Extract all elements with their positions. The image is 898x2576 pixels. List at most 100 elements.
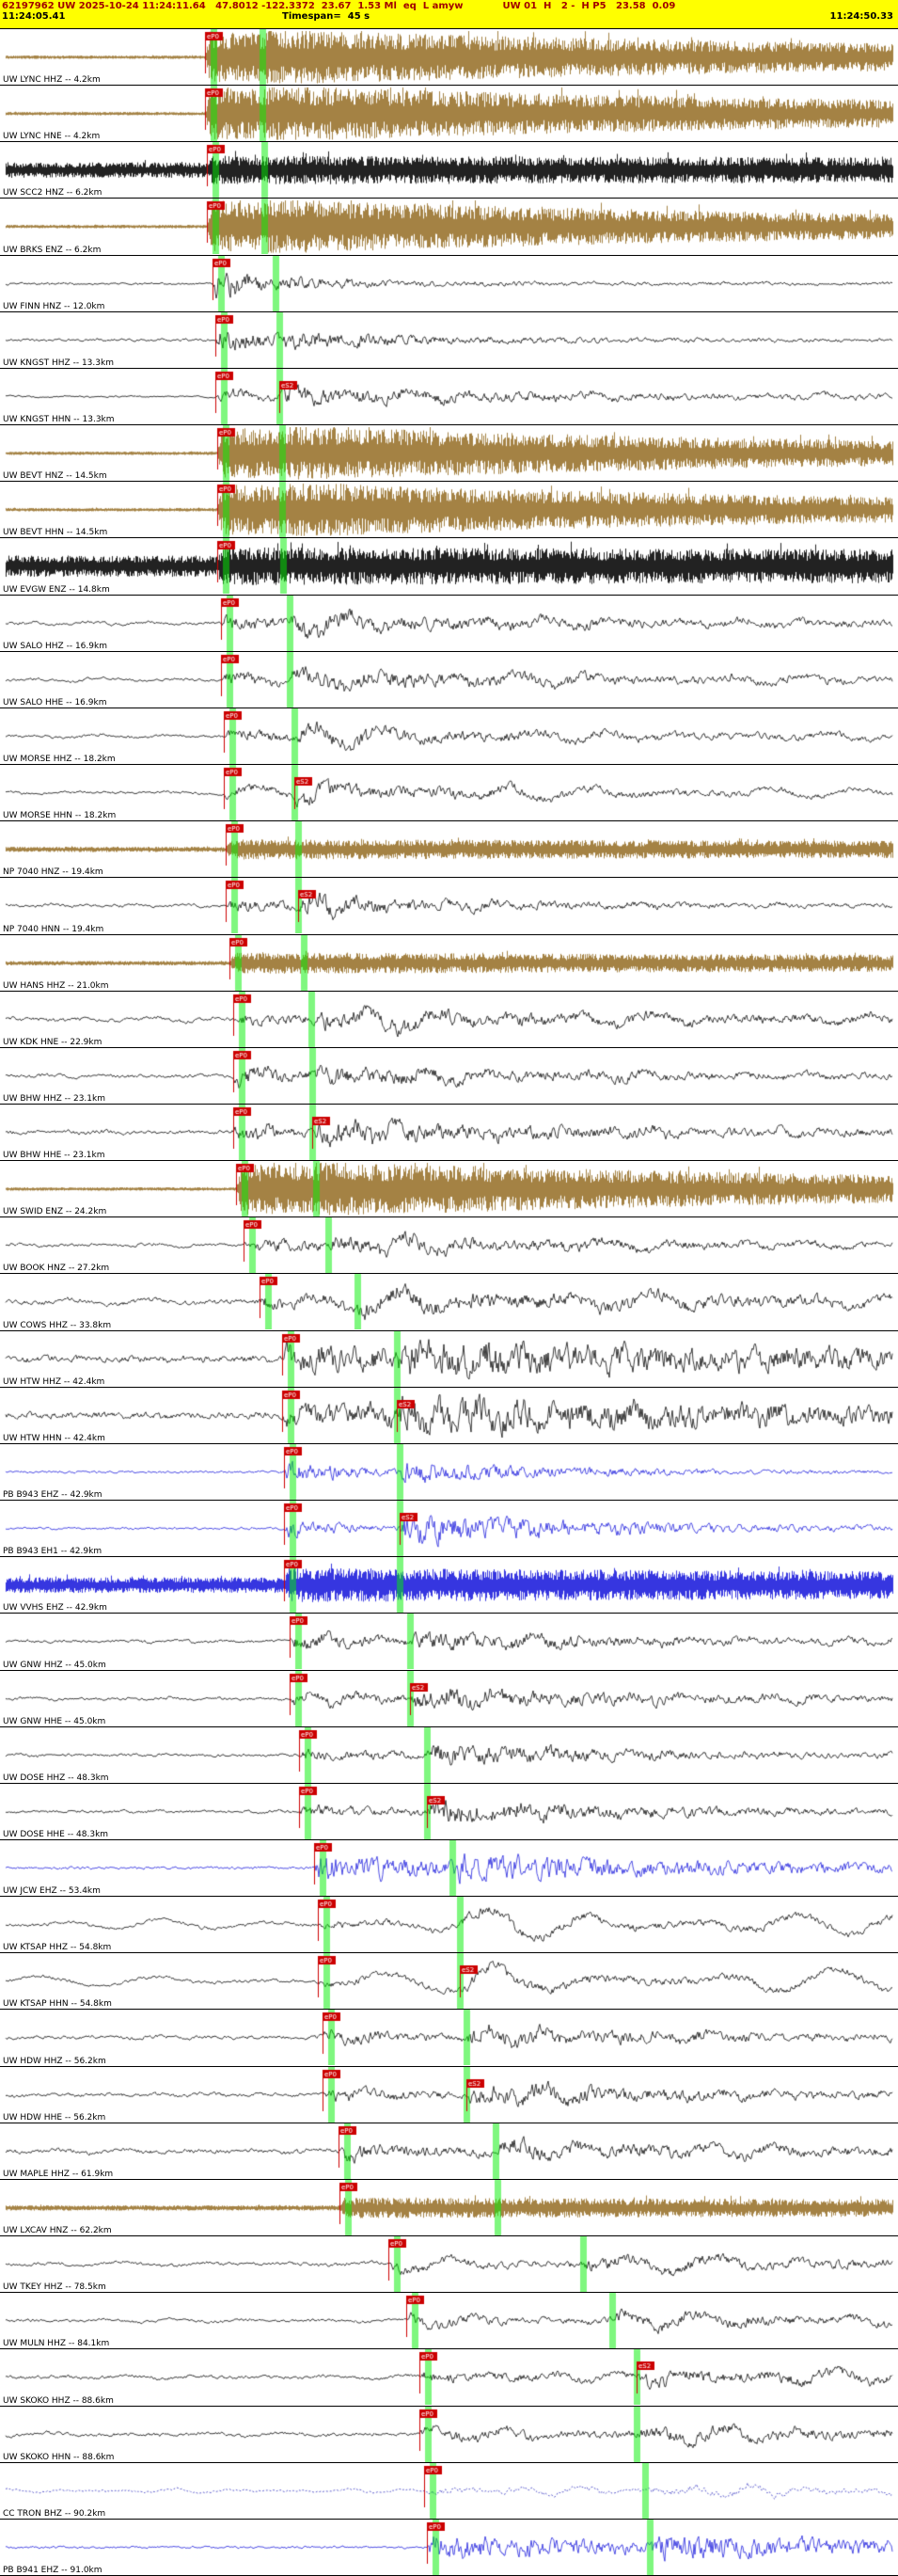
trace-row: UW KNGST HHN -- 13.3km (0, 368, 898, 426)
waveform-canvas[interactable] (0, 538, 898, 595)
trace-label: UW HTW HHN -- 42.4km (3, 1433, 105, 1443)
trace-label: CC TRON BHZ -- 90.2km (3, 2508, 106, 2519)
trace-row: UW DOSE HHZ -- 48.3km (0, 1726, 898, 1784)
waveform-canvas[interactable] (0, 1274, 898, 1330)
waveform-canvas[interactable] (0, 595, 898, 651)
trace-row: UW KDK HNE -- 22.9km (0, 991, 898, 1048)
waveform-canvas[interactable] (0, 765, 898, 821)
waveform-canvas[interactable] (0, 1217, 898, 1274)
trace-row: PB B941 EHZ -- 91.0km (0, 2519, 898, 2576)
trace-row: UW HDW HHZ -- 56.2km (0, 2010, 898, 2067)
waveform-canvas[interactable] (0, 651, 898, 708)
trace-label: PB B941 EHZ -- 91.0km (3, 2566, 102, 2576)
waveform-canvas[interactable] (0, 2293, 898, 2349)
trace-row: PB B943 EHZ -- 42.9km (0, 1443, 898, 1502)
waveform-canvas[interactable] (0, 1104, 898, 1160)
waveform-canvas[interactable] (0, 708, 898, 764)
waveform-canvas[interactable] (0, 425, 898, 482)
waveform-canvas[interactable] (0, 1953, 898, 2010)
waveform-canvas[interactable] (0, 2123, 898, 2179)
waveform-canvas[interactable] (0, 1387, 898, 1443)
trace-label: UW MORSE HHZ -- 18.2km (3, 755, 116, 765)
window-end-time: 11:24:50.33 (829, 11, 893, 22)
trace-label: UW BHW HHE -- 23.1km (3, 1151, 105, 1161)
trace-row: UW HDW HHE -- 56.2km (0, 2066, 898, 2123)
waveform-canvas[interactable] (0, 1501, 898, 1557)
trace-row: UW SCC2 HNZ -- 6.2km (0, 142, 898, 199)
waveform-canvas[interactable] (0, 1443, 898, 1500)
waveform-canvas[interactable] (0, 2406, 898, 2462)
waveform-canvas[interactable] (0, 2519, 898, 2575)
waveform-canvas[interactable] (0, 2349, 898, 2406)
trace-label: UW LXCAV HNZ -- 62.2km (3, 2226, 112, 2236)
waveform-canvas[interactable] (0, 2462, 898, 2519)
trace-label: UW COWS HHZ -- 33.8km (3, 1320, 112, 1330)
waveform-canvas[interactable] (0, 2066, 898, 2123)
trace-row: UW SKOKO HHZ -- 88.6km (0, 2349, 898, 2407)
waveform-canvas[interactable] (0, 29, 898, 85)
trace-label: UW HANS HHZ -- 21.0km (3, 980, 109, 991)
trace-label: UW BOOK HNZ -- 27.2km (3, 1264, 110, 1274)
trace-label: UW FINN HNZ -- 12.0km (3, 301, 105, 311)
waveform-canvas[interactable] (0, 86, 898, 142)
trace-row: UW BRKS ENZ -- 6.2km (0, 199, 898, 256)
waveform-canvas[interactable] (0, 1897, 898, 1953)
waveform-canvas[interactable] (0, 482, 898, 538)
trace-label: PB B943 EH1 -- 42.9km (3, 1547, 102, 1557)
trace-row: UW HTW HHZ -- 42.4km (0, 1330, 898, 1388)
trace-row: UW JCW EHZ -- 53.4km (0, 1840, 898, 1898)
waveform-canvas[interactable] (0, 368, 898, 424)
waveform-canvas[interactable] (0, 1614, 898, 1670)
trace-label: UW BHW HHZ -- 23.1km (3, 1093, 105, 1104)
event-summary-text: 62197962 UW 2025-10-24 11:24:11.64 47.80… (2, 1, 464, 11)
trace-row: UW MULN HHZ -- 84.1km (0, 2293, 898, 2350)
waveform-canvas[interactable] (0, 2179, 898, 2235)
trace-label: PB B943 EHZ -- 42.9km (3, 1490, 102, 1501)
waveform-canvas[interactable] (0, 991, 898, 1047)
trace-row: NP 7040 HNZ -- 19.4km (0, 821, 898, 879)
event-status-text: UW 01 H 2 - H P5 23.58 0.09 (502, 1, 676, 11)
trace-row: UW BOOK HNZ -- 27.2km (0, 1217, 898, 1275)
waveform-canvas[interactable] (0, 821, 898, 878)
waveform-canvas[interactable] (0, 1047, 898, 1104)
trace-label: UW GNW HHE -- 45.0km (3, 1716, 106, 1726)
trace-row: UW GNW HHZ -- 45.0km (0, 1614, 898, 1671)
trace-row: UW GNW HHE -- 45.0km (0, 1670, 898, 1727)
trace-label: NP 7040 HNZ -- 19.4km (3, 867, 103, 878)
waveform-canvas[interactable] (0, 1557, 898, 1614)
waveform-canvas[interactable] (0, 1840, 898, 1896)
trace-label: UW KNGST HHN -- 13.3km (3, 415, 115, 425)
waveform-canvas[interactable] (0, 1330, 898, 1387)
waveform-canvas[interactable] (0, 1783, 898, 1839)
waveform-canvas[interactable] (0, 1726, 898, 1783)
trace-row: UW BEVT HHN -- 14.5km (0, 482, 898, 539)
trace-row: UW SWID ENZ -- 24.2km (0, 1161, 898, 1218)
trace-label: UW SALO HHE -- 16.9km (3, 697, 107, 708)
trace-row: UW VVHS EHZ -- 42.9km (0, 1557, 898, 1614)
waveform-canvas[interactable] (0, 311, 898, 368)
waveform-canvas[interactable] (0, 1161, 898, 1217)
trace-row: UW DOSE HHE -- 48.3km (0, 1783, 898, 1840)
event-header: 62197962 UW 2025-10-24 11:24:11.64 47.80… (0, 0, 898, 28)
trace-label: UW SWID ENZ -- 24.2km (3, 1207, 107, 1217)
trace-label: UW VVHS EHZ -- 42.9km (3, 1603, 107, 1614)
waveform-canvas[interactable] (0, 2010, 898, 2066)
waveform-canvas[interactable] (0, 878, 898, 934)
trace-label: UW MORSE HHN -- 18.2km (3, 811, 117, 821)
trace-label: UW DOSE HHE -- 48.3km (3, 1830, 109, 1839)
trace-label: UW JCW EHZ -- 53.4km (3, 1886, 101, 1897)
trace-label: UW SKOKO HHZ -- 88.6km (3, 2395, 114, 2406)
trace-row: UW HANS HHZ -- 21.0km (0, 934, 898, 992)
trace-row: UW SALO HHE -- 16.9km (0, 651, 898, 708)
trace-row: UW EVGW ENZ -- 14.8km (0, 538, 898, 596)
trace-label: UW MULN HHZ -- 84.1km (3, 2339, 110, 2349)
waveform-canvas[interactable] (0, 1670, 898, 1726)
waveform-canvas[interactable] (0, 255, 898, 311)
timespan-label: Timespan= 45 s (282, 11, 370, 22)
trace-label: UW SCC2 HNZ -- 6.2km (3, 188, 102, 199)
waveform-canvas[interactable] (0, 2236, 898, 2293)
waveform-canvas[interactable] (0, 934, 898, 991)
trace-label: UW KTSAP HHN -- 54.8km (3, 1999, 112, 2010)
waveform-canvas[interactable] (0, 142, 898, 199)
waveform-canvas[interactable] (0, 199, 898, 255)
